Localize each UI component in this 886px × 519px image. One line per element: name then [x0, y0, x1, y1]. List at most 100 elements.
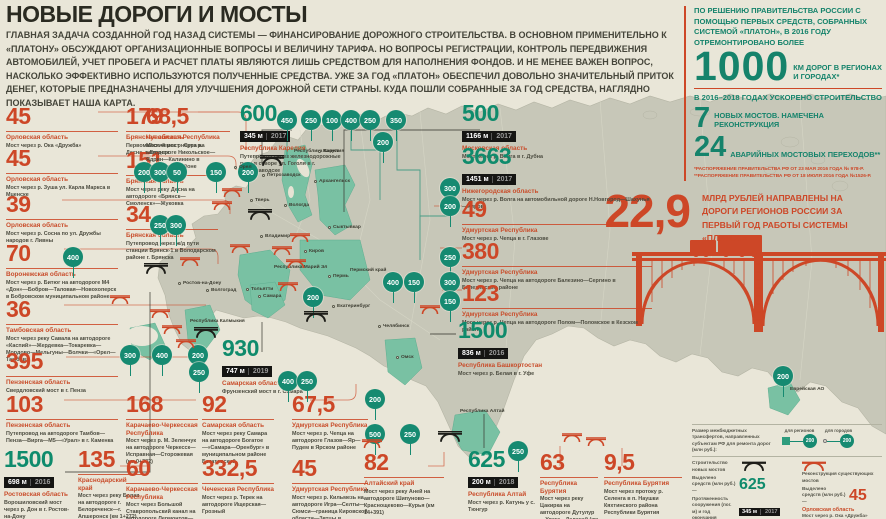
km-label: КМ ДОРОГ В РЕГИОНАХ И ГОРОДАХ*: [793, 63, 882, 82]
legend-funds-value: 625: [739, 475, 766, 493]
bridge-desc: Мост через р. Кильмезь на автодороге Игр…: [292, 494, 368, 519]
region-name: Удмуртская Республика: [292, 421, 368, 429]
funding-amount: 45: [292, 455, 317, 481]
region-name: Чеченская Республика: [202, 485, 274, 493]
reconstruction-bridge-icon: [562, 433, 582, 442]
transfer-marker: 250: [150, 215, 170, 246]
region-entry: 82 Алтайский край Мост через реку Аней на …: [364, 451, 444, 517]
length-year-badge: 1166 м 2017: [462, 130, 516, 142]
bridge-desc: Мост через реку Цакирка на автодороге Ду…: [540, 496, 598, 519]
panel-intro: ПО РЕШЕНИЮ ПРАВИТЕЛЬСТВА РОССИИ С ПОМОЩЬ…: [694, 6, 868, 47]
funding-amount: 45: [6, 145, 31, 171]
city-label: Калуга: [318, 149, 339, 154]
transfer-marker: 250: [508, 441, 528, 472]
region-entry: 67,5 Удмуртская Республика Мост через р. Ч…: [292, 393, 368, 452]
bridge-desc: Первомайский мост через р. Десна, г. Бря…: [126, 142, 203, 156]
region-entry: 600 345 м 2017 Республика Карелия Путепровод…: [240, 102, 344, 175]
bridge-desc: Ворошиловский мост через р. Дон в г. Рос…: [4, 499, 69, 519]
transfer-marker: 50: [167, 162, 187, 193]
city-name: Орел: [239, 165, 252, 170]
reconstruction-bridge-icon: [212, 201, 232, 210]
region-entry: 395 Пензенская область Свердловский мост в…: [6, 350, 118, 395]
length-year-badge: 345 м 2017: [240, 130, 291, 142]
reconstruction-bridge-icon: [230, 244, 250, 253]
city-name: Сыктывкар: [333, 225, 361, 230]
bridge-desc: Мост через р. Белая в г. Уфе: [458, 370, 535, 377]
transfer-marker: 400: [278, 371, 298, 402]
region-name: Воронежская область: [6, 270, 76, 278]
transfer-marker: 300: [150, 162, 170, 193]
region-entry: 930 747 м 2019 Самарская область Фрунзенский…: [222, 335, 306, 396]
legend-length-value: 345 м: [742, 509, 758, 516]
reconstruction-bridge-icon: [162, 325, 182, 334]
region-name: Брянская область: [126, 133, 184, 141]
bridge-desc: Фрунзенский мост в г. Самара: [222, 388, 303, 395]
region-name: Нижегородская область: [462, 187, 539, 195]
city-label: Еврейская АО: [790, 387, 824, 392]
city-dot-icon: [206, 289, 209, 292]
region-entry: 45 Орловская область Мост через р. Зуша ул…: [6, 145, 118, 199]
funding-amount: 135: [78, 446, 115, 472]
city-label: Омск: [396, 355, 414, 360]
region-entry: 92 Самарская область Мост через реку Самар…: [202, 393, 274, 466]
entry-connector-rule: [462, 265, 652, 267]
city-label: Владимир: [260, 234, 290, 239]
intro-paragraph: ГЛАВНАЯ ЗАДАЧА СОЗДАННОЙ ГОД НАЗАД СИСТЕ…: [6, 30, 674, 108]
region-name: Брянская область: [126, 231, 184, 239]
reconstruction-bridge-icon: [278, 282, 298, 291]
transfer-marker: 350: [386, 110, 406, 141]
funding-amount: 1500: [458, 317, 508, 343]
panel-line2: В 2016–2018 ГОДАХ УСКОРЕНО СТРОИТЕЛЬСТВО: [694, 93, 882, 103]
funding-amount: 36: [6, 296, 31, 322]
region-name: Удмуртская Республика: [292, 485, 368, 493]
funding-amount: 34: [126, 201, 151, 227]
legend-cities-label: для городов: [824, 428, 853, 433]
new-bridge-icon: [248, 209, 272, 220]
bridge-desc: Мост через р. Волга в г. Дубна: [462, 153, 543, 160]
region-name: Орловская область: [6, 175, 69, 183]
reconstruction-bridge-icon: [586, 437, 606, 446]
funding-amount: 1500: [4, 446, 54, 472]
billions-label: МЛРД РУБЛЕЙ НАПРАВЛЕНЫ НА ДОРОГИ РЕГИОНО…: [702, 193, 848, 243]
region-name: Ростовская область: [4, 490, 68, 498]
funding-amount: 930: [222, 335, 259, 361]
city-name: Владимир: [265, 234, 291, 239]
bridge-length: 698 м: [8, 478, 27, 486]
funding-amount: 103: [6, 391, 43, 417]
length-year-badge: 1451 м 2017: [462, 173, 517, 185]
transfer-marker: 250: [189, 362, 209, 393]
legend-recon-label: Реконструкция существующих мостов: [802, 471, 874, 483]
reconstruction-bridge-icon: [286, 259, 306, 268]
region-entry: 39 Орловская область Мост через р. Сосна п…: [6, 191, 118, 245]
city-dot-icon: [250, 199, 253, 202]
city-name: Самара: [263, 294, 282, 299]
city-name: Еврейская АО: [790, 387, 825, 392]
region-entry: 9,5 Республика Бурятия Мост через протоку …: [604, 451, 682, 517]
entry-connector-rule: [126, 418, 198, 420]
city-name: Архангельск: [319, 179, 350, 184]
crossings-label: АВАРИЙНЫХ МОСТОВЫХ ПЕРЕХОДОВ**: [730, 149, 881, 159]
entry-connector-rule: [462, 223, 612, 225]
bridge-length: 747 м: [226, 367, 245, 375]
funding-amount: 68,5: [146, 103, 189, 129]
region-entry: 45 Удмуртская Республика Мост через р. Кил…: [292, 455, 368, 519]
funding-amount: 39: [6, 191, 31, 217]
city-name: Калуга: [323, 149, 340, 154]
bridge-desc: Путепровод на автодороге Тамбов—Пенза—Ви…: [6, 430, 114, 444]
reconstruction-bridge-icon: [362, 439, 382, 448]
city-name: Ростов-на-Дону: [183, 281, 222, 286]
length-year-badge: 698 м 2016: [4, 476, 55, 488]
region-name: Удмуртская Республика: [462, 226, 538, 234]
region-name: Пензенская область: [6, 421, 71, 429]
funding-amount: 123: [462, 280, 499, 306]
legend: Размер межбюджетных трансфертов, направл…: [692, 424, 882, 519]
billions-number: 22,9: [604, 185, 691, 237]
transfer-marker: 300: [166, 215, 186, 246]
bridge-length: 200 м: [472, 478, 491, 486]
city-label: Самара: [258, 294, 281, 299]
transfer-marker: 200: [365, 389, 385, 420]
legend-regions-label: для регионов: [784, 428, 815, 433]
completion-year: 2017: [491, 132, 512, 140]
transfer-marker: 200: [440, 196, 460, 227]
